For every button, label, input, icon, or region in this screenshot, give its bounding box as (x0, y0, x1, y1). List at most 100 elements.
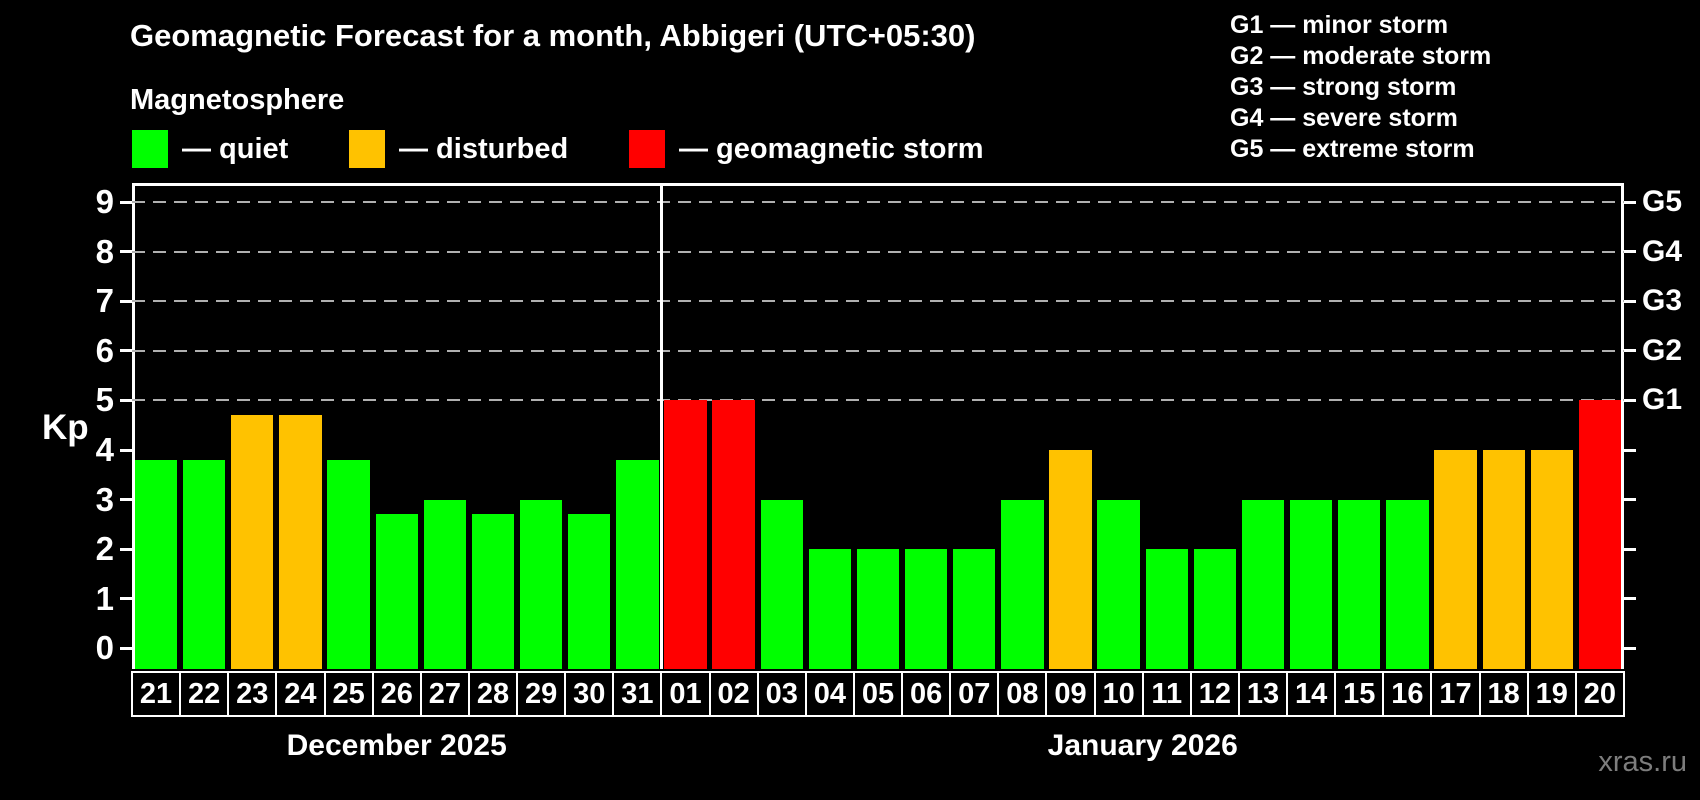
y-tick-label-3: 3 (95, 480, 114, 518)
bar-january-13 (1241, 499, 1285, 669)
bar-january-15 (1338, 499, 1381, 669)
month-divider (659, 183, 663, 669)
y-tick-left (120, 349, 132, 353)
day-label-08: 08 (997, 671, 1048, 717)
day-label-15: 15 (1334, 671, 1385, 717)
bar-december-21 (134, 459, 178, 669)
legend-item-quiet: — quiet (132, 130, 472, 168)
bar-january-20 (1578, 400, 1622, 669)
day-label-10: 10 (1093, 671, 1144, 717)
bar-january-16 (1386, 499, 1429, 669)
legend-swatch-storm (629, 130, 665, 168)
g-legend-line-g4: G4 — severe storm (1230, 104, 1458, 132)
bar-december-31 (616, 459, 659, 669)
day-label-21: 21 (131, 671, 182, 717)
g-legend-line-g1: G1 — minor storm (1230, 11, 1449, 39)
kp-axis-label: Kp (42, 408, 89, 447)
gridline-kp5 (132, 399, 1624, 402)
chart-subtitle: Magnetosphere (130, 84, 345, 116)
bar-january-03 (760, 499, 803, 669)
day-label-26: 26 (371, 671, 422, 717)
bar-january-04 (808, 549, 852, 669)
y-tick-left (120, 299, 132, 303)
legend-item-storm: — geomagnetic storm (629, 130, 984, 168)
y-tick-right (1624, 597, 1636, 601)
y-tick-label-6: 6 (95, 331, 114, 369)
day-label-28: 28 (467, 671, 519, 717)
day-label-31: 31 (612, 671, 663, 717)
day-label-25: 25 (323, 671, 374, 717)
bar-december-22 (183, 459, 226, 669)
y-tick-left (120, 498, 132, 502)
bar-december-25 (327, 459, 370, 669)
gridline-kp9 (132, 201, 1624, 204)
day-label-09: 09 (1045, 671, 1096, 717)
bar-december-23 (231, 415, 274, 669)
day-label-20: 20 (1574, 671, 1625, 717)
gridline-kp6 (132, 349, 1624, 352)
g-axis-label-g1: G1 (1642, 383, 1683, 417)
bar-january-10 (1097, 499, 1140, 669)
y-tick-right (1624, 498, 1636, 502)
bar-january-18 (1482, 450, 1525, 669)
y-tick-left (120, 547, 132, 551)
y-tick-left (120, 646, 132, 650)
y-tick-label-0: 0 (95, 629, 114, 667)
bar-january-08 (1001, 499, 1044, 669)
bar-january-09 (1049, 450, 1092, 669)
bar-december-24 (279, 415, 322, 669)
day-label-16: 16 (1382, 671, 1433, 717)
y-tick-left (120, 250, 132, 254)
day-label-24: 24 (275, 671, 326, 717)
bar-january-19 (1530, 450, 1573, 669)
bar-january-06 (904, 549, 948, 669)
y-tick-label-2: 2 (95, 530, 114, 568)
y-tick-label-7: 7 (95, 282, 114, 320)
bar-january-07 (953, 549, 996, 669)
bar-january-05 (856, 549, 900, 669)
day-label-22: 22 (179, 671, 230, 717)
day-label-11: 11 (1141, 671, 1192, 717)
legend-swatch-quiet (132, 130, 168, 168)
legend-label-storm: — geomagnetic storm (679, 133, 984, 165)
y-tick-left (120, 398, 132, 402)
day-label-01: 01 (660, 671, 711, 717)
day-label-13: 13 (1237, 671, 1289, 717)
day-label-03: 03 (756, 671, 807, 717)
g-legend-line-g3: G3 — strong storm (1230, 73, 1457, 101)
day-label-04: 04 (804, 671, 855, 717)
bar-january-12 (1193, 549, 1237, 669)
y-tick-left (120, 448, 132, 452)
day-label-06: 06 (901, 671, 952, 717)
day-label-07: 07 (949, 671, 1000, 717)
y-tick-label-8: 8 (95, 232, 114, 270)
g-axis-label-g3: G3 (1642, 284, 1683, 318)
bar-december-26 (375, 514, 418, 669)
bar-december-29 (519, 499, 563, 669)
bar-january-14 (1289, 499, 1333, 669)
bar-december-30 (568, 514, 611, 669)
day-label-27: 27 (419, 671, 470, 717)
plot-area (132, 183, 1624, 669)
bar-december-28 (471, 514, 515, 669)
g-scale-legend: G1 — minor storm G2 — moderate storm G3 — … (1230, 10, 1491, 165)
y-tick-right (1624, 200, 1636, 204)
day-label-29: 29 (516, 671, 567, 717)
watermark: xras.ru (1598, 746, 1687, 778)
y-tick-right (1624, 299, 1636, 303)
day-label-12: 12 (1189, 671, 1240, 717)
g-legend-line-g5: G5 — extreme storm (1230, 135, 1475, 163)
gridline-kp8 (132, 250, 1624, 253)
y-tick-label-5: 5 (95, 381, 114, 419)
legend-label-quiet: — quiet (182, 133, 289, 165)
day-label-02: 02 (708, 671, 759, 717)
bar-january-11 (1145, 549, 1188, 669)
day-label-05: 05 (852, 671, 904, 717)
bar-december-27 (423, 499, 466, 669)
chart-title: Geomagnetic Forecast for a month, Abbige… (130, 18, 976, 53)
month-label-december: December 2025 (286, 729, 507, 762)
bar-january-02 (712, 400, 755, 669)
day-label-19: 19 (1526, 671, 1577, 717)
y-tick-right (1624, 547, 1636, 551)
